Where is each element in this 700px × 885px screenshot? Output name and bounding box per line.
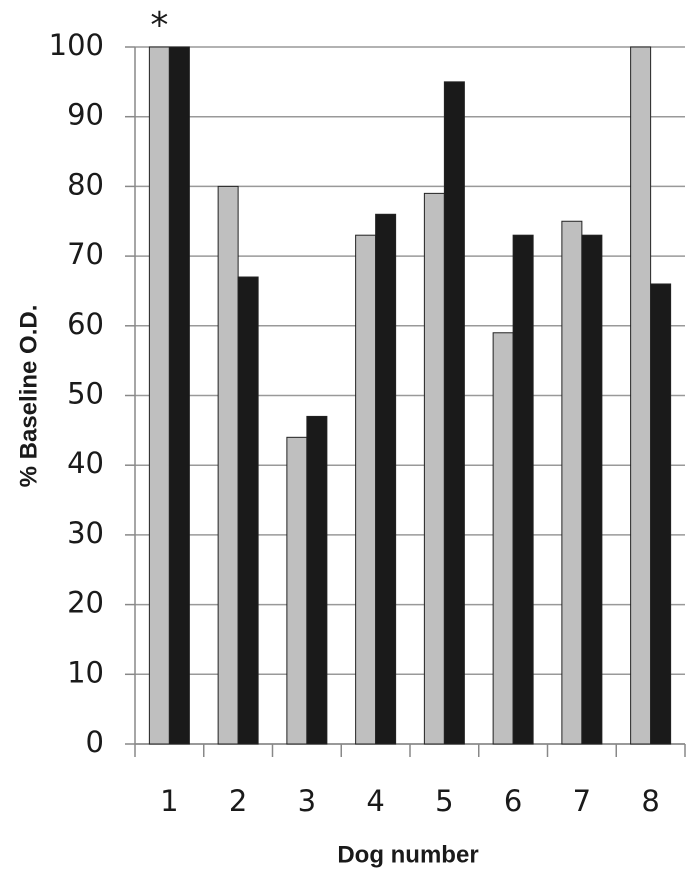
bar (581, 234, 603, 745)
x-tick-label: 6 (504, 784, 522, 818)
y-tick-label: 100 (49, 28, 104, 62)
y-tick-label: 80 (67, 167, 104, 201)
bar (423, 192, 445, 745)
bar (375, 213, 397, 745)
bar (650, 283, 672, 745)
x-tick-label: 1 (160, 784, 178, 818)
y-tick-label: 40 (67, 446, 104, 480)
x-tick-label: 3 (298, 784, 316, 818)
bar (148, 46, 170, 745)
x-tick-label: 2 (229, 784, 247, 818)
y-tick-label: 30 (67, 516, 104, 550)
bar (561, 220, 583, 745)
bar (237, 276, 259, 745)
bar (443, 81, 465, 745)
bar (355, 234, 377, 745)
y-tick-label: 90 (67, 98, 104, 132)
y-tick-label: 60 (67, 307, 104, 341)
y-tick-label: 50 (67, 377, 104, 411)
x-tick-label: 5 (435, 784, 453, 818)
bar (306, 415, 328, 745)
y-tick-label: 0 (86, 725, 104, 759)
annotation: * (150, 5, 168, 46)
x-tick-label: 8 (641, 784, 659, 818)
y-tick-label: 70 (67, 237, 104, 271)
bar (286, 436, 308, 745)
y-axis-label: % Baseline O.D. (15, 305, 42, 488)
y-tick-label: 10 (67, 655, 104, 689)
bar (217, 185, 239, 745)
y-tick-label: 20 (67, 586, 104, 620)
x-tick-label: 7 (573, 784, 591, 818)
bar (492, 332, 514, 745)
bar (168, 46, 190, 745)
bar (630, 46, 652, 745)
bar (512, 234, 534, 745)
x-axis-label: Dog number (337, 841, 478, 868)
x-tick-label: 4 (366, 784, 384, 818)
